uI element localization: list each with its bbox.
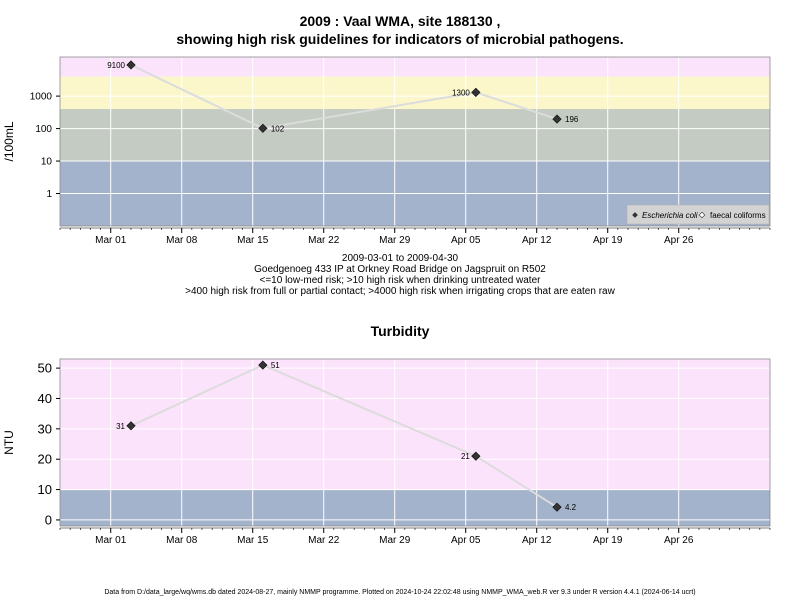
turbidity-chart-title: Turbidity (370, 323, 430, 339)
turbidity-x-tick-label: Apr 26 (664, 535, 694, 546)
ecoli-x-tick-label: Mar 15 (237, 235, 269, 246)
ecoli-x-tick-label: Mar 29 (379, 235, 411, 246)
turbidity-x-tick-label: Mar 22 (308, 535, 340, 546)
turbidity-y-tick-label: 30 (38, 421, 52, 436)
turbidity-x-tick-label: Mar 15 (237, 535, 269, 546)
ecoli-y-tick-label: 1000 (30, 92, 53, 103)
turbidity-plot-frame (59, 358, 771, 527)
turbidity-x-tick-label: Mar 01 (95, 535, 127, 546)
ecoli-y-axis-label: /100mL (2, 121, 16, 161)
turbidity-series-line (130, 363, 558, 509)
turbidity-data-point (126, 421, 136, 431)
legend-marker-ecoli (632, 212, 638, 218)
ecoli-data-label: 196 (565, 115, 579, 124)
ecoli-data-label: 1300 (452, 88, 470, 97)
ecoli-x-tick-label: Apr 19 (593, 235, 623, 246)
turbidity-data-point (258, 360, 268, 370)
turbidity-risk-band (60, 359, 770, 490)
ecoli-x-tick-label: Apr 12 (522, 235, 552, 246)
turbidity-x-tick-label: Mar 08 (166, 535, 198, 546)
ecoli-data-label: 9100 (107, 61, 125, 70)
ecoli-y-tick-label: 1 (46, 189, 52, 200)
ecoli-data-point (258, 123, 268, 133)
legend-entry-faecal-coliforms: faecal coliforms (710, 211, 766, 220)
turbidity-risk-band (60, 489, 770, 526)
legend-marker-faecal-coliforms (698, 211, 706, 219)
legend-box (626, 204, 770, 225)
ecoli-x-tick-label: Mar 08 (166, 235, 198, 246)
ecoli-risk-band (60, 57, 770, 77)
subtitle-date-range: 2009-03-01 to 2009-04-30 (341, 253, 459, 264)
turbidity-x-tick-label: Mar 29 (379, 535, 411, 546)
turbidity-data-label: 51 (271, 361, 280, 370)
turbidity-y-tick-label: 0 (45, 512, 52, 527)
turbidity-data-point (552, 502, 562, 512)
turbidity-x-tick-label: Apr 12 (522, 535, 552, 546)
turbidity-data-label: 21 (461, 452, 470, 461)
turbidity-y-axis-label: NTU (2, 430, 16, 455)
turbidity-y-tick-label: 10 (38, 482, 52, 497)
subtitle-risk-drinking: <=10 low-med risk; >10 high risk when dr… (259, 275, 541, 286)
turbidity-y-tick-label: 40 (38, 391, 52, 406)
turbidity-data-point (471, 451, 481, 461)
ecoli-x-tick-label: Mar 01 (95, 235, 127, 246)
ecoli-data-label: 102 (271, 124, 285, 133)
turbidity-y-tick-label: 20 (38, 452, 52, 467)
ecoli-data-point (471, 87, 481, 97)
turbidity-x-tick-label: Apr 05 (451, 535, 481, 546)
ecoli-y-tick-label: 10 (41, 157, 53, 168)
turbidity-data-label: 31 (116, 422, 125, 431)
turbidity-data-label: 4.2 (565, 503, 577, 512)
footer-data-source: Data from D:/data_large/wq/wms.db dated … (104, 589, 696, 596)
ecoli-data-point (552, 114, 562, 124)
subtitle-site-description: Goedgenoeg 433 IP at Orkney Road Bridge … (254, 264, 546, 275)
ecoli-series-line (130, 64, 558, 130)
ecoli-plot-frame (59, 56, 771, 227)
ecoli-x-tick-label: Mar 22 (308, 235, 340, 246)
turbidity-x-tick-label: Apr 19 (593, 535, 623, 546)
ecoli-x-tick-label: Apr 05 (451, 235, 481, 246)
ecoli-data-point (126, 60, 136, 70)
ecoli-y-tick-label: 100 (35, 124, 52, 135)
turbidity-y-tick-label: 50 (38, 361, 52, 376)
chart-title-line-2: showing high risk guidelines for indicat… (176, 31, 624, 47)
ecoli-x-tick-label: Apr 26 (664, 235, 694, 246)
subtitle-risk-contact: >400 high risk from full or partial cont… (185, 286, 615, 297)
legend-entry-ecoli: Escherichia coli (642, 211, 698, 220)
ecoli-risk-band (60, 109, 770, 162)
chart-title-line-1: 2009 : Vaal WMA, site 188130 , (299, 13, 501, 29)
